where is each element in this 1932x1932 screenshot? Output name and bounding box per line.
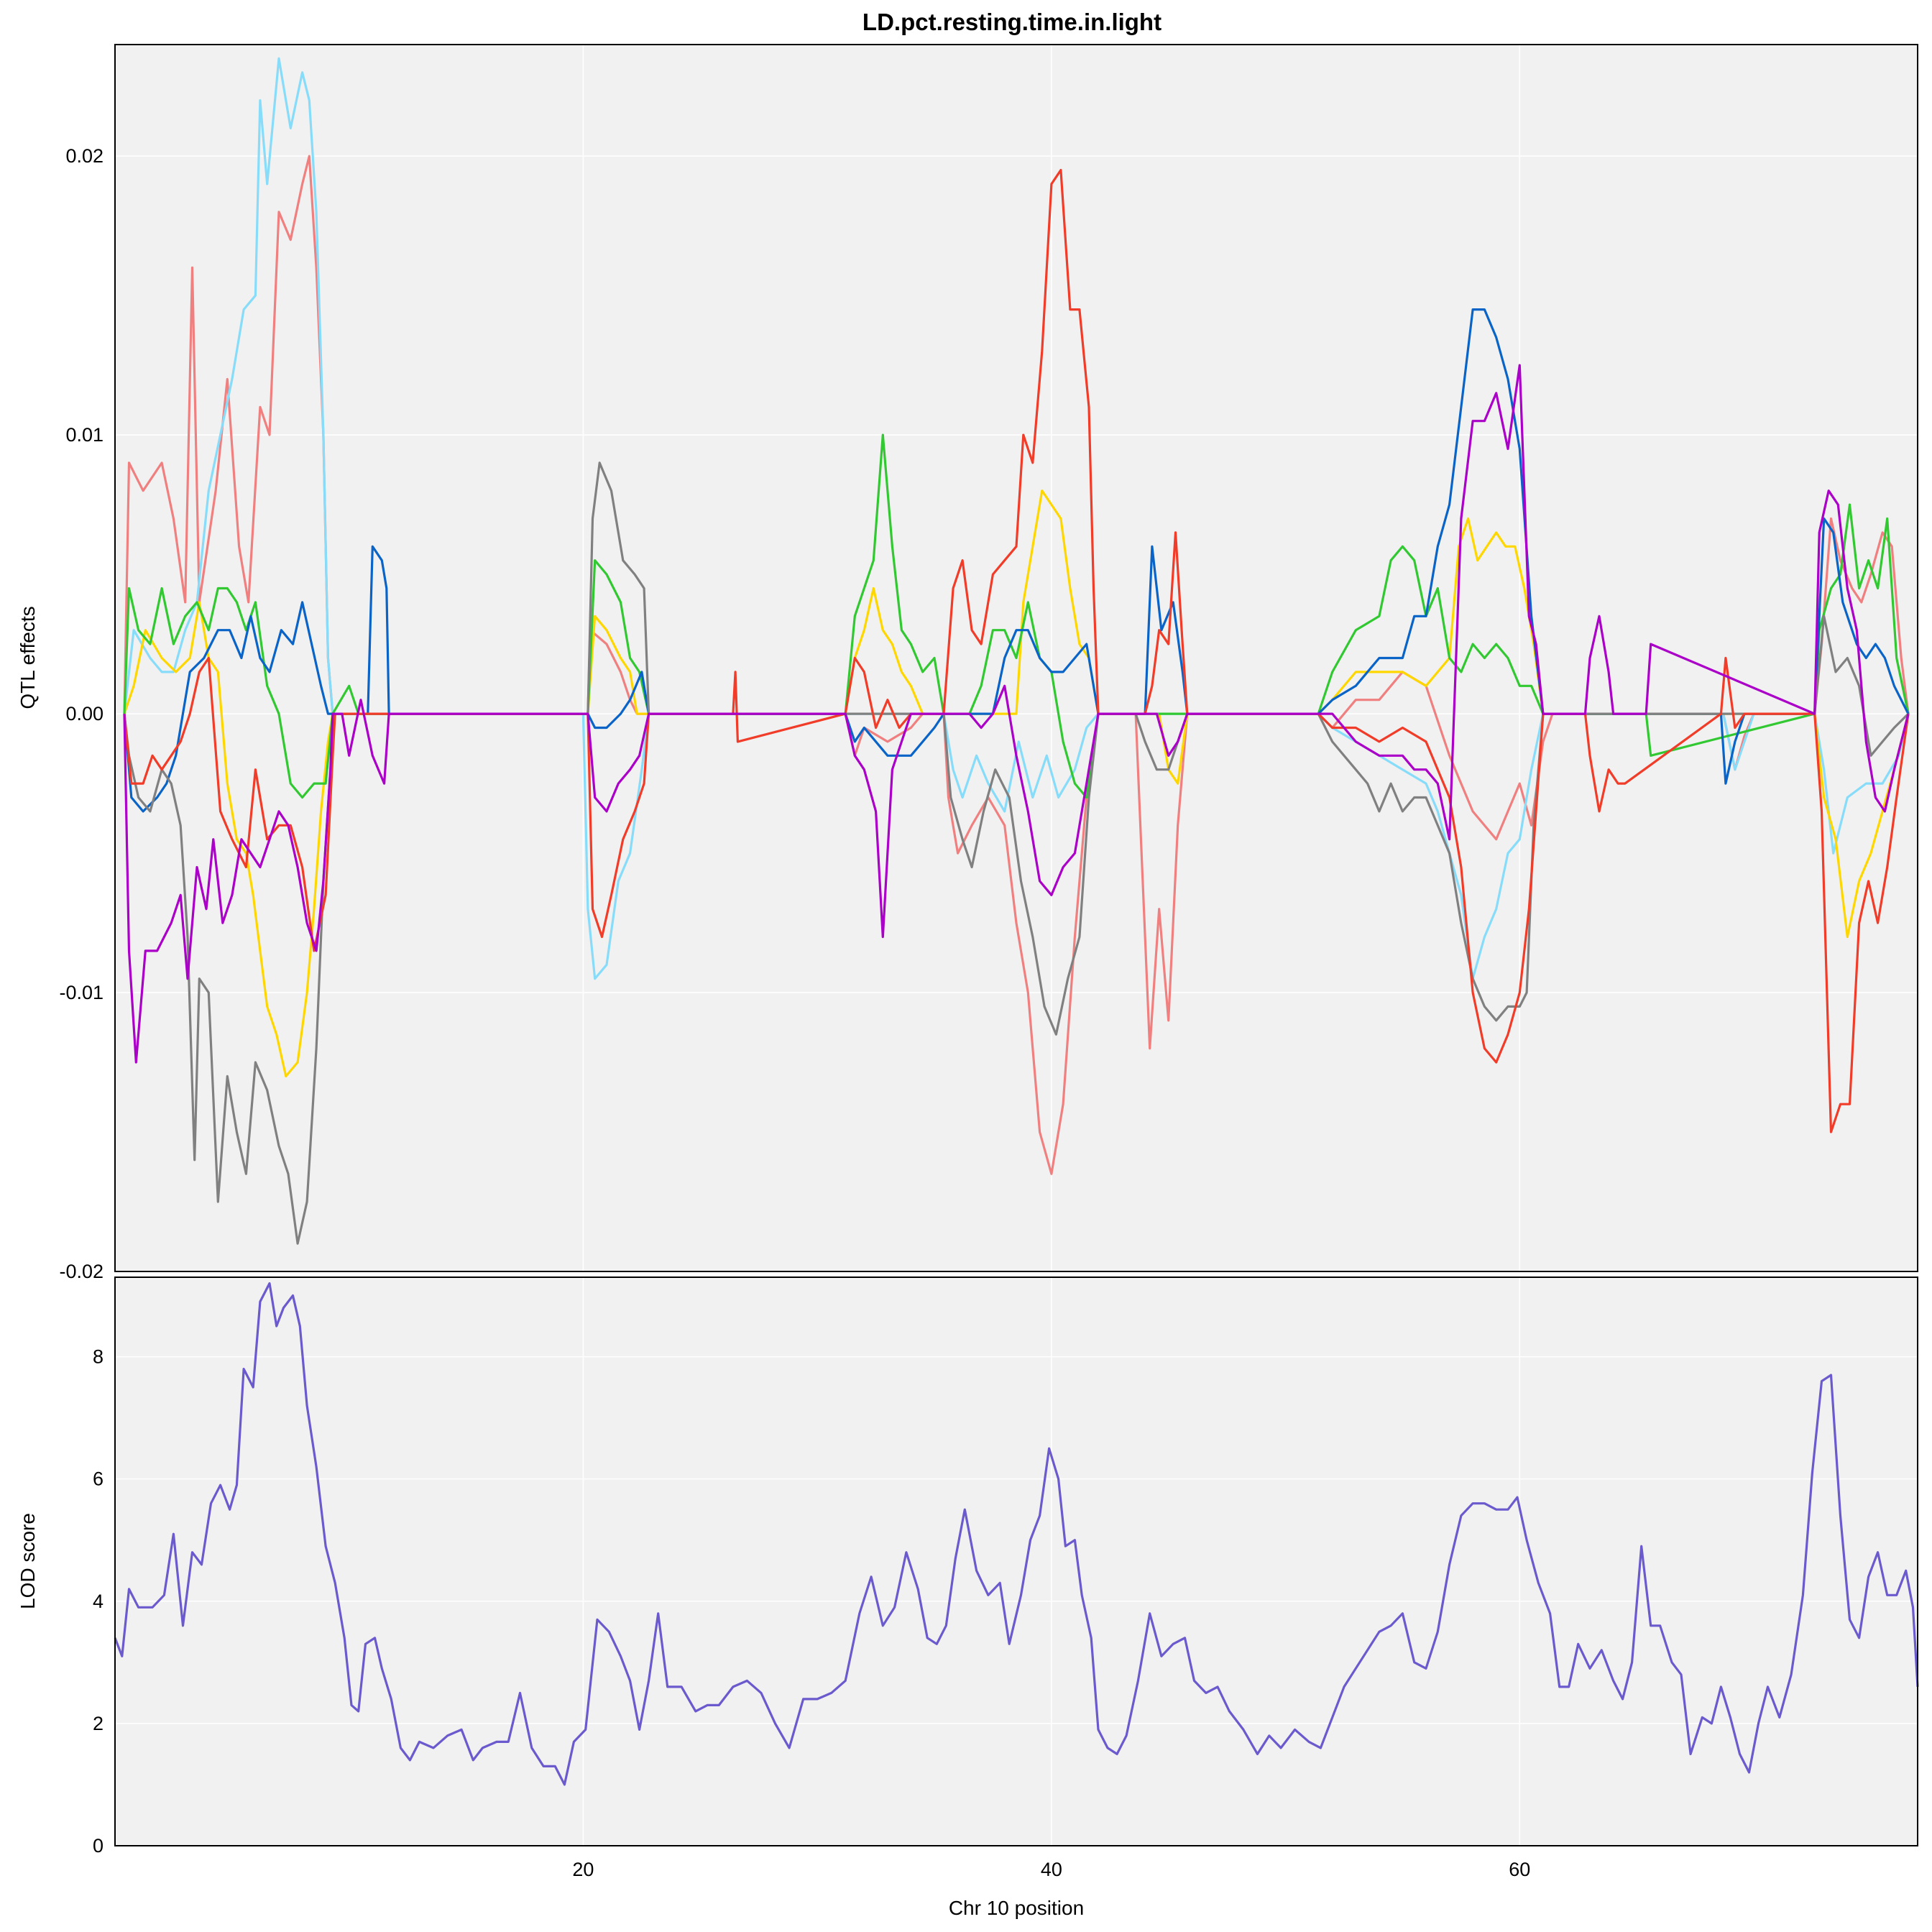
lod-y-tick-label: 8 xyxy=(93,1346,104,1368)
effects-series-group xyxy=(123,57,1910,1245)
effects-y-tick-label: 0.00 xyxy=(65,703,104,724)
x-tick-label: 20 xyxy=(572,1859,594,1880)
chart-title: LD.pct.resting.time.in.light xyxy=(862,9,1162,35)
lod-panel: 0 2 4 6 8 LOD score xyxy=(17,1276,1919,1857)
effects-panel: -0.02 -0.01 0.00 0.01 0.02 QTL effects xyxy=(17,44,1918,1282)
effects-y-tick-label: -0.02 xyxy=(59,1261,104,1282)
effects-series-line-5 xyxy=(123,461,1910,1245)
x-tick-labels: 20 40 60 xyxy=(572,1859,1530,1880)
effects-series-line-7 xyxy=(123,364,1910,1064)
effects-panel-border xyxy=(114,44,1918,1272)
effects-series-line-6 xyxy=(123,169,1910,1133)
lod-panel-border xyxy=(114,1276,1918,1846)
lod-series-line-0 xyxy=(114,1282,1919,1786)
lod-y-tick-label: 4 xyxy=(93,1591,104,1612)
lod-y-tick-label: 6 xyxy=(93,1468,104,1490)
effects-y-tick-labels: -0.02 -0.01 0.00 0.01 0.02 xyxy=(59,145,104,1282)
effects-y-tick-label: 0.01 xyxy=(65,424,104,446)
effects-y-tick-label: 0.02 xyxy=(65,145,104,167)
lod-y-tick-labels: 0 2 4 6 8 xyxy=(93,1346,104,1857)
effects-series-line-3 xyxy=(123,433,1910,799)
lod-y-axis-title: LOD score xyxy=(17,1513,39,1609)
lod-panel-background xyxy=(115,1277,1918,1846)
effects-series-line-2 xyxy=(123,489,1910,1077)
effects-y-tick-label: -0.01 xyxy=(59,982,104,1003)
x-tick-label: 40 xyxy=(1041,1859,1062,1880)
lod-y-tick-label: 2 xyxy=(93,1713,104,1734)
lod-series-group xyxy=(114,1282,1919,1786)
x-axis-title: Chr 10 position xyxy=(949,1897,1084,1919)
lod-y-tick-label: 0 xyxy=(93,1835,104,1857)
effects-y-axis-title: QTL effects xyxy=(17,606,39,709)
x-tick-label: 60 xyxy=(1509,1859,1530,1880)
